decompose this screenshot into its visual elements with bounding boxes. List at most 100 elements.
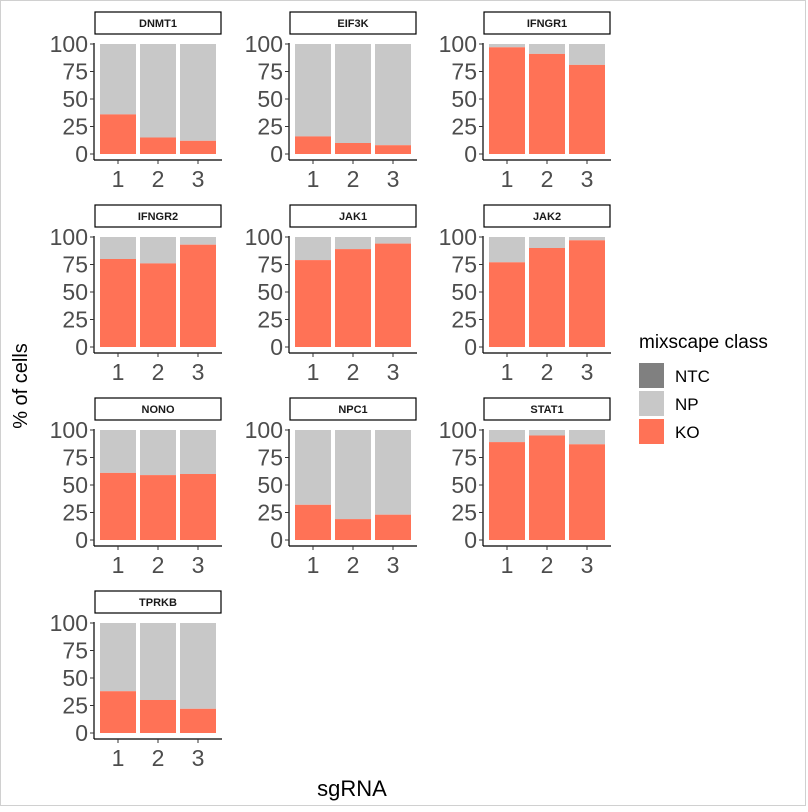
- y-tick-label: 75: [451, 59, 477, 85]
- y-tick-label: 25: [62, 500, 88, 526]
- bar-ko-3: [569, 64, 605, 154]
- y-tick-label: 0: [270, 334, 283, 360]
- legend-title: mixscape class: [639, 332, 768, 353]
- facet-strip-label: IFNGR1: [527, 18, 567, 30]
- bar-ko-2: [335, 143, 371, 154]
- bar-np-3: [180, 44, 216, 141]
- y-tick-label: 75: [451, 252, 477, 278]
- bar-np-3: [375, 44, 411, 146]
- facet-strip: [483, 11, 611, 35]
- bar-ko-2: [335, 249, 371, 347]
- facet-strip-label: NPC1: [338, 404, 367, 416]
- x-tick-label: 2: [347, 552, 360, 578]
- x-tick-label: 2: [541, 552, 554, 578]
- y-tick-label: 75: [257, 59, 283, 85]
- bar-ko-1: [489, 262, 525, 347]
- x-tick-label: 2: [347, 166, 360, 192]
- x-tick-label: 3: [387, 166, 400, 192]
- y-tick-label: 0: [75, 141, 88, 167]
- x-tick-label: 3: [581, 552, 594, 578]
- bar-np-2: [529, 430, 565, 436]
- y-tick-label: 50: [62, 665, 88, 691]
- bar-np-2: [140, 44, 176, 138]
- bar-ko-3: [180, 244, 216, 347]
- bar-np-3: [569, 430, 605, 445]
- bar-np-3: [569, 44, 605, 65]
- facet-strip: [94, 11, 222, 35]
- bar-np-2: [529, 237, 565, 248]
- bar-np-3: [375, 237, 411, 244]
- y-tick-label: 75: [62, 59, 88, 85]
- bar-ko-2: [335, 519, 371, 540]
- x-tick-label: 3: [387, 359, 400, 385]
- x-tick-label: 3: [581, 359, 594, 385]
- bar-ko-1: [295, 136, 331, 154]
- bar-ko-1: [100, 114, 136, 154]
- y-axis-title: % of cells: [10, 343, 32, 429]
- y-tick-label: 25: [62, 307, 88, 333]
- bar-ko-3: [569, 240, 605, 347]
- bar-np-2: [335, 430, 371, 520]
- bar-ko-3: [180, 708, 216, 733]
- facet-strip: [94, 204, 222, 228]
- y-tick-label: 75: [62, 252, 88, 278]
- facet-strip-label: JAK1: [339, 211, 367, 223]
- y-tick-label: 25: [257, 500, 283, 526]
- bar-np-1: [100, 237, 136, 259]
- bar-ko-3: [569, 444, 605, 540]
- y-tick-label: 50: [257, 472, 283, 498]
- y-tick-label: 100: [50, 610, 88, 636]
- x-tick-label: 1: [501, 552, 514, 578]
- facet-strip: [289, 204, 417, 228]
- x-tick-label: 2: [152, 359, 165, 385]
- y-tick-label: 0: [464, 527, 477, 553]
- bar-np-3: [180, 430, 216, 474]
- bar-ko-2: [529, 248, 565, 347]
- bar-np-3: [180, 623, 216, 709]
- bar-np-3: [569, 237, 605, 241]
- y-tick-label: 25: [62, 114, 88, 140]
- legend-key-ntc: [639, 363, 664, 388]
- y-tick-label: 0: [270, 527, 283, 553]
- bar-np-2: [140, 430, 176, 476]
- bar-np-2: [335, 44, 371, 143]
- bar-np-1: [295, 44, 331, 137]
- x-tick-label: 1: [112, 359, 125, 385]
- bar-np-3: [375, 430, 411, 515]
- bar-ko-3: [375, 243, 411, 347]
- bar-np-1: [295, 237, 331, 261]
- y-tick-label: 75: [62, 638, 88, 664]
- x-tick-label: 3: [192, 359, 205, 385]
- facet-strip-label: DNMT1: [139, 18, 177, 30]
- facet-strip-label: EIF3K: [337, 18, 368, 30]
- x-tick-label: 1: [112, 166, 125, 192]
- y-tick-label: 75: [257, 252, 283, 278]
- bar-ko-2: [140, 137, 176, 154]
- bar-ko-2: [529, 53, 565, 154]
- bar-np-1: [100, 44, 136, 115]
- y-tick-label: 50: [257, 279, 283, 305]
- legend-label-ntc: NTC: [675, 367, 710, 386]
- x-tick-label: 1: [307, 166, 320, 192]
- x-tick-label: 1: [112, 552, 125, 578]
- facet-strip-label: NONO: [142, 404, 175, 416]
- y-tick-label: 25: [451, 500, 477, 526]
- bar-ko-1: [100, 691, 136, 733]
- bar-np-1: [100, 430, 136, 473]
- legend: mixscape class NTC NP KO: [639, 332, 768, 444]
- y-tick-label: 100: [439, 31, 477, 57]
- y-tick-label: 50: [451, 279, 477, 305]
- y-tick-label: 100: [439, 224, 477, 250]
- y-tick-label: 100: [245, 417, 283, 443]
- y-tick-label: 75: [451, 445, 477, 471]
- bar-ko-3: [180, 140, 216, 154]
- bar-np-1: [295, 430, 331, 505]
- x-tick-label: 3: [192, 166, 205, 192]
- bar-np-2: [140, 623, 176, 700]
- facet-strip: [94, 590, 222, 614]
- x-tick-label: 1: [501, 166, 514, 192]
- facet-strip: [483, 397, 611, 421]
